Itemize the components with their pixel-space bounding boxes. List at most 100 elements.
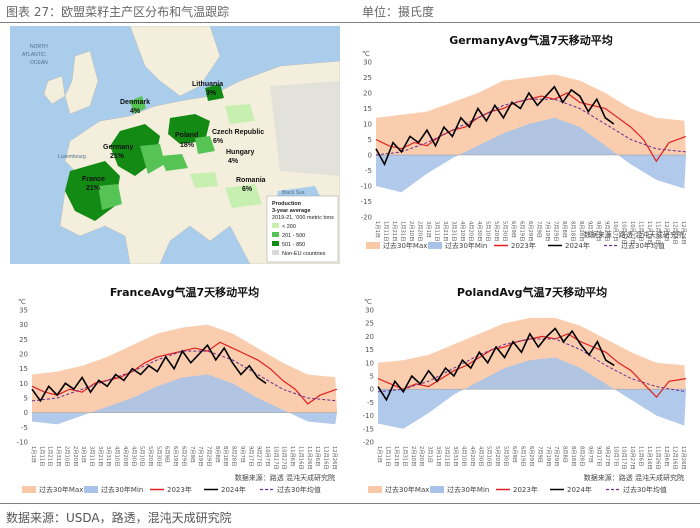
poland-xtick-30: 10月27日: [629, 446, 636, 470]
sea-label-1: NORTH: [30, 44, 48, 50]
poland-chart-title: PolandAvg气温7天移动平均: [457, 285, 607, 299]
poland-xtick-32: 11月16日: [646, 446, 653, 470]
france-xtick-4: 2月10日: [63, 446, 70, 466]
region-baltic-light: [225, 104, 255, 124]
share-poland: 18%: [180, 142, 195, 149]
france-xtick-31: 11月6日: [289, 446, 296, 466]
poland-xtick-12: 4月30日: [477, 446, 484, 466]
germany-ytick-2: -10: [361, 183, 372, 191]
poland-ytick-4: 0: [370, 386, 374, 394]
germany-xtick-6: 3月1日: [425, 221, 432, 238]
sea-label-2: ATLANTIC: [22, 52, 46, 58]
france-ytick-7: 25: [19, 336, 28, 344]
figure-footer: 数据来源：USDA，路透，混沌天成研究院: [0, 503, 700, 528]
chart-france: FranceAvg气温7天移动平均 ℃ -10 -5 0 5 10 15 20 25 30 35 1月1…: [6, 282, 346, 504]
france-xtick-3: 1月31日: [55, 446, 62, 466]
germany-xtick-15: 5月30日: [501, 221, 508, 241]
chart-france-svg: FranceAvg气温7天移动平均 ℃ -10 -5 0 5 10 15 20 25 30 35 1月1…: [17, 285, 338, 494]
poland-xtick-0: 1月1日: [376, 446, 383, 463]
poland-xtick-2: 1月21日: [393, 446, 400, 466]
france-xtick-5: 2月20日: [72, 446, 79, 466]
france-xtick-26: 9月17日: [247, 446, 254, 466]
land-ireland: [43, 75, 66, 105]
legend-title: Production: [272, 201, 302, 207]
poland-legend-label-2: 2023年: [513, 485, 538, 494]
germany-xtick-12: 4月30日: [476, 221, 483, 241]
legend-swatch-4: [272, 250, 279, 255]
poland-xtick-23: 8月18日: [570, 446, 577, 466]
legend-item-4: Non-EU countries: [282, 251, 326, 257]
poland-legend-label-0: 过去30年Max: [385, 485, 429, 494]
region-france-b: [98, 184, 122, 210]
germany-ytick-4: 0: [368, 152, 372, 160]
france-xtick-2: 1月21日: [47, 446, 54, 466]
france-xtick-22: 8月8日: [214, 446, 221, 463]
legend-note: 2019-21, '000 metric tons: [272, 215, 334, 221]
region-germany-b: [140, 144, 165, 174]
chart-poland: PolandAvg气温7天移动平均 ℃ -20 -15 -10 -5 0 5 10 15 20 25 3…: [352, 282, 695, 504]
germany-xtick-11: 4月20日: [467, 221, 474, 241]
poland-xtick-24: 8月28日: [579, 446, 586, 466]
poland-xtick-8: 3月21日: [444, 446, 451, 466]
france-legend-label-3: 2024年: [221, 485, 246, 494]
france-xtick-11: 4月20日: [122, 446, 129, 466]
poland-xtick-13: 5月10日: [486, 446, 493, 466]
france-xtick-25: 9月7日: [239, 446, 246, 463]
germany-source: 数据来源：路透 混沌天成研究院: [584, 230, 684, 239]
france-xtick-27: 9月27日: [256, 446, 263, 466]
germany-ytick-5: 5: [368, 136, 372, 144]
poland-xtick-22: 8月8日: [562, 446, 569, 463]
poland-ytick-0: -20: [363, 439, 374, 447]
legend-swatch-2: [272, 232, 279, 237]
germany-xtick-18: 6月29日: [527, 221, 534, 241]
france-xtick-36: 12月26日: [331, 446, 338, 470]
germany-xtick-24: 8月28日: [578, 221, 585, 241]
germany-line-2024: [375, 85, 615, 167]
france-xtick-7: 3月11日: [88, 446, 95, 466]
germany-xtick-35: 12月16日: [671, 221, 678, 245]
germany-chart-title: GermanyAvg气温7天移动平均: [449, 33, 613, 47]
france-xtick-34: 12月6日: [314, 446, 321, 466]
poland-ytick-9: 25: [365, 320, 374, 328]
germany-xtick-8: 3月21日: [442, 221, 449, 241]
poland-legend-swatch-0: [368, 486, 382, 493]
france-xtick-1: 1月11日: [38, 446, 45, 466]
poland-legend-label-3: 2024年: [567, 485, 592, 494]
germany-xtick-22: 8月8日: [561, 221, 568, 238]
share-czech: 6%: [213, 138, 224, 145]
poland-line-avg: [377, 338, 687, 393]
share-lithuania: 3%: [206, 90, 217, 97]
france-legend-swatch-0: [22, 486, 36, 493]
poland-xtick-36: 12月26日: [680, 446, 687, 470]
france-xtick-30: 10月27日: [281, 446, 288, 470]
poland-xtick-28: 10月7日: [612, 446, 619, 466]
poland-xtick-10: 4月10日: [460, 446, 467, 466]
label-france: France: [82, 176, 105, 183]
france-ytick-8: 30: [19, 321, 28, 329]
germany-line-2023: [375, 92, 687, 163]
poland-ytick-8: 20: [365, 333, 374, 341]
germany-xtick-13: 5月10日: [484, 221, 491, 241]
germany-legend-label-1: 过去30年Min: [445, 241, 487, 250]
poland-xtick-15: 5月30日: [503, 446, 510, 466]
poland-legend-swatch-1: [430, 486, 444, 493]
france-xtick-10: 4月10日: [114, 446, 121, 466]
france-xtick-20: 7月19日: [197, 446, 204, 466]
germany-xtick-9: 3月31日: [450, 221, 457, 241]
france-xtick-33: 11月26日: [306, 446, 313, 470]
france-legend-label-1: 过去30年Min: [101, 485, 143, 494]
figure-header: 图表 27：欧盟菜籽主产区分布和气温跟踪 单位：摄氏度: [0, 0, 700, 23]
share-denmark: 4%: [130, 108, 141, 115]
france-xtick-19: 7月9日: [189, 446, 196, 463]
poland-xtick-34: 12月6日: [663, 446, 670, 466]
region-poland-b: [195, 136, 215, 154]
france-xtick-28: 10月7日: [264, 446, 271, 466]
france-xtick-35: 12月16日: [322, 446, 329, 470]
france-ytick-2: 0: [24, 409, 28, 417]
germany-legend-swatch-0: [366, 242, 380, 249]
france-xtick-21: 7月29日: [205, 446, 212, 466]
poland-min-band: [378, 357, 686, 429]
region-romania: [225, 184, 262, 208]
region-lithuania: [205, 84, 224, 101]
poland-xtick-1: 1月11日: [384, 446, 391, 466]
